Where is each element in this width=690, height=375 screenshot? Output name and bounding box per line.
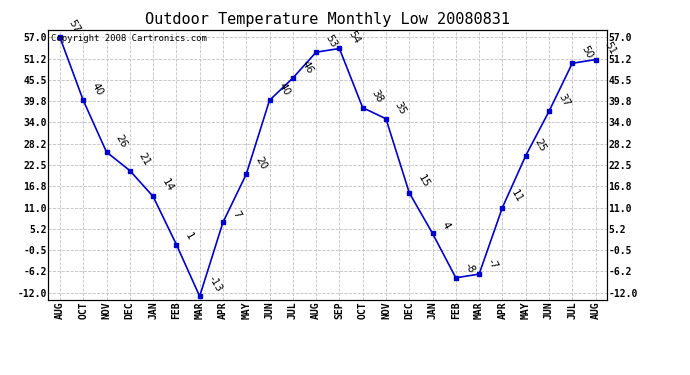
Text: Copyright 2008 Cartronics.com: Copyright 2008 Cartronics.com (51, 34, 207, 43)
Text: 7: 7 (230, 209, 242, 219)
Text: 54: 54 (346, 29, 362, 46)
Title: Outdoor Temperature Monthly Low 20080831: Outdoor Temperature Monthly Low 20080831 (146, 12, 510, 27)
Text: 20: 20 (253, 155, 268, 171)
Text: 40: 40 (90, 81, 106, 98)
Text: 11: 11 (509, 188, 524, 205)
Text: 53: 53 (323, 33, 338, 50)
Text: 14: 14 (160, 177, 175, 194)
Text: 46: 46 (299, 59, 315, 75)
Text: 35: 35 (393, 99, 408, 116)
Text: 21: 21 (137, 151, 152, 168)
Text: -8: -8 (463, 261, 477, 275)
Text: -13: -13 (206, 274, 224, 294)
Text: 37: 37 (556, 92, 571, 109)
Text: 51: 51 (602, 40, 618, 57)
Text: 40: 40 (277, 81, 292, 98)
Text: 26: 26 (113, 133, 129, 149)
Text: 15: 15 (416, 174, 431, 190)
Text: 25: 25 (533, 136, 548, 153)
Text: 1: 1 (184, 231, 195, 242)
Text: 57: 57 (67, 18, 82, 34)
Text: -7: -7 (486, 257, 500, 272)
Text: 38: 38 (370, 88, 385, 105)
Text: 50: 50 (579, 44, 595, 60)
Text: 4: 4 (440, 220, 451, 231)
